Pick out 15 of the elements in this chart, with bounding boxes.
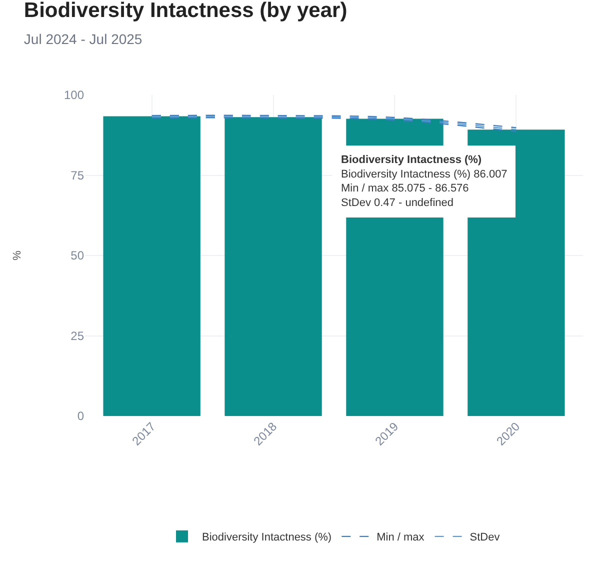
- annotation: Biodiversity Intactness (%): [341, 154, 482, 166]
- annotation: Min / max 85.075 - 86.576: [341, 182, 469, 195]
- y-tick-label: 75: [70, 168, 84, 182]
- chart-title: Biodiversity Intactness (by year): [24, 0, 348, 22]
- y-tick-label: 50: [70, 248, 84, 263]
- y-tick-label: 0: [77, 409, 84, 424]
- y-tick-label: 100: [64, 88, 84, 102]
- annotation: Biodiversity Intactness (%) 86.007: [341, 168, 508, 180]
- chart-subtitle: Jul 2024 - Jul 2025: [24, 31, 142, 48]
- legend-label: Min / max: [376, 532, 425, 544]
- annotation: StDev 0.47 - undefined: [341, 196, 454, 209]
- legend-label: Biodiversity Intactness (%): [202, 532, 332, 544]
- y-tick-label: 25: [70, 328, 84, 343]
- y-axis-title: %: [12, 250, 24, 260]
- legend-label: StDev: [470, 532, 500, 544]
